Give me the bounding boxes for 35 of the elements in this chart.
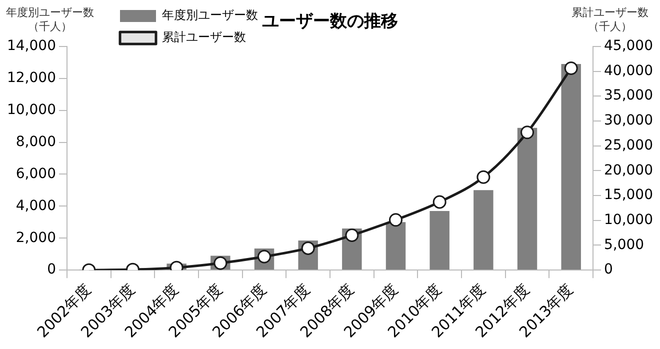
y-tick-label: 8,000	[16, 134, 56, 150]
y2-tick-label: 35,000	[604, 88, 654, 104]
point	[432, 195, 446, 209]
y-axis-title: 年度別ユーザー数（千人）	[5, 6, 95, 34]
point	[301, 241, 315, 255]
y-tick-label: 2,000	[16, 230, 56, 246]
chart-title: ユーザー数の推移	[262, 12, 398, 32]
bar	[430, 210, 450, 270]
y2-tick-label: 40,000	[604, 62, 654, 79]
y-tick-label: 14,000	[6, 38, 56, 54]
bar	[386, 222, 406, 270]
y2-tick-label: 30,000	[604, 112, 654, 129]
y2-axis-title: 累計ユーザー数（千人）	[570, 6, 650, 34]
point	[476, 170, 490, 184]
y-tick-label: 12,000	[6, 70, 56, 86]
bar	[561, 64, 581, 270]
point	[520, 126, 534, 140]
y2-tick-label: 15,000	[604, 187, 654, 204]
y-tick-label: 4,000	[16, 198, 56, 214]
y2-tick-label: 45,000	[604, 38, 654, 54]
y-tick-label: 6,000	[16, 166, 56, 182]
y-tick-label: 10,000	[6, 102, 56, 118]
bar	[474, 190, 494, 270]
y2-tick-label: 0	[604, 262, 613, 278]
y2-tick-label: 25,000	[604, 137, 654, 154]
legend-label: 年度別ユーザー数	[162, 8, 258, 22]
point	[345, 228, 359, 242]
legend-label: 累計ユーザー数	[162, 30, 246, 44]
y-tick-label: 0	[47, 262, 56, 278]
point	[564, 62, 578, 76]
bar	[517, 128, 538, 270]
y2-tick-label: 10,000	[604, 212, 654, 228]
point	[389, 213, 403, 227]
y2-tick-label: 20,000	[604, 162, 654, 178]
y2-tick-label: 5,000	[604, 236, 644, 253]
